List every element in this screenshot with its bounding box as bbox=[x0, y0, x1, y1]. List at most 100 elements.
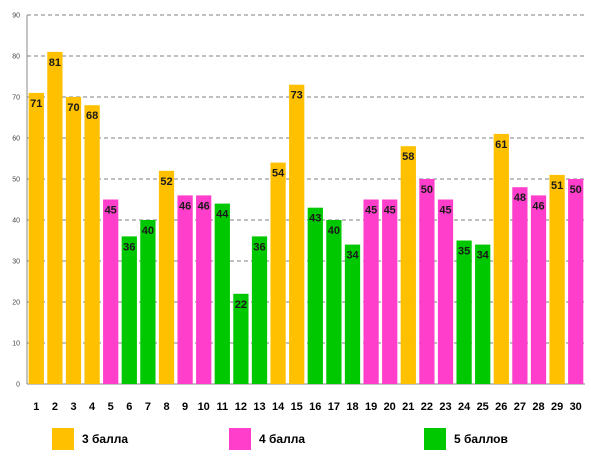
bar bbox=[177, 195, 193, 384]
data-label: 36 bbox=[253, 241, 265, 253]
x-tick-label: 15 bbox=[291, 401, 303, 413]
data-label: 45 bbox=[365, 205, 377, 217]
x-tick-label: 28 bbox=[532, 401, 544, 413]
x-tick-label: 16 bbox=[309, 401, 321, 413]
y-tick-label: 60 bbox=[12, 136, 20, 143]
bar bbox=[140, 220, 156, 384]
x-tick-label: 6 bbox=[126, 401, 132, 413]
x-tick-label: 18 bbox=[346, 401, 358, 413]
bar-chart: 0102030405060708090711812703684455366407… bbox=[12, 13, 585, 413]
x-tick-label: 1 bbox=[33, 401, 39, 413]
data-label: 34 bbox=[477, 250, 490, 262]
bar bbox=[456, 240, 472, 384]
data-label: 50 bbox=[570, 184, 582, 196]
data-label: 34 bbox=[346, 250, 359, 262]
data-label: 48 bbox=[514, 192, 526, 204]
x-tick-label: 3 bbox=[70, 401, 76, 413]
bar bbox=[344, 244, 361, 384]
x-tick-label: 10 bbox=[198, 401, 210, 413]
bar bbox=[530, 195, 547, 384]
data-label: 43 bbox=[309, 213, 321, 225]
x-tick-label: 22 bbox=[421, 401, 433, 413]
y-tick-label: 90 bbox=[12, 13, 20, 20]
x-tick-label: 30 bbox=[570, 401, 582, 413]
legend-item-3-balla: 3 балла bbox=[52, 427, 128, 451]
bar bbox=[493, 133, 509, 384]
data-label: 51 bbox=[551, 180, 563, 192]
data-label: 45 bbox=[105, 205, 117, 217]
x-tick-label: 9 bbox=[182, 401, 188, 413]
bar bbox=[475, 244, 491, 384]
y-tick-label: 40 bbox=[12, 218, 20, 225]
data-label: 35 bbox=[458, 246, 470, 258]
x-tick-label: 17 bbox=[328, 401, 340, 413]
data-label: 54 bbox=[272, 168, 285, 180]
x-tick-label: 4 bbox=[89, 401, 96, 413]
legend-label-4-balla: 4 балла bbox=[259, 432, 306, 446]
data-label: 46 bbox=[532, 200, 544, 212]
legend-item-5-ballov: 5 баллов bbox=[424, 427, 508, 451]
y-tick-label: 50 bbox=[12, 177, 20, 184]
bar bbox=[549, 174, 565, 384]
bar bbox=[103, 199, 119, 384]
bar bbox=[158, 170, 175, 384]
bar bbox=[419, 179, 435, 384]
x-tick-label: 5 bbox=[108, 401, 114, 413]
bar bbox=[214, 203, 230, 384]
y-tick-label: 20 bbox=[12, 300, 20, 307]
data-label: 52 bbox=[160, 176, 172, 188]
x-tick-label: 14 bbox=[272, 401, 285, 413]
x-tick-label: 24 bbox=[458, 401, 471, 413]
data-label: 46 bbox=[179, 200, 191, 212]
legend-swatch-5-ballov bbox=[424, 428, 446, 450]
x-tick-label: 8 bbox=[163, 401, 169, 413]
data-label: 45 bbox=[384, 205, 396, 217]
y-tick-label: 80 bbox=[12, 54, 20, 61]
bar bbox=[326, 220, 342, 384]
data-label: 71 bbox=[30, 98, 42, 110]
data-label: 58 bbox=[402, 151, 414, 163]
x-tick-label: 2 bbox=[52, 401, 58, 413]
data-label: 70 bbox=[67, 102, 79, 114]
x-tick-label: 21 bbox=[402, 401, 414, 413]
bar bbox=[437, 199, 454, 384]
data-label: 44 bbox=[216, 209, 229, 221]
data-label: 40 bbox=[328, 225, 340, 237]
x-tick-label: 12 bbox=[235, 401, 247, 413]
data-label: 81 bbox=[49, 57, 61, 69]
data-label: 68 bbox=[86, 110, 98, 122]
bar bbox=[363, 199, 379, 384]
y-tick-label: 0 bbox=[16, 382, 20, 389]
data-label: 36 bbox=[123, 241, 135, 253]
data-label: 46 bbox=[198, 200, 210, 212]
bar bbox=[512, 187, 528, 384]
bar bbox=[382, 199, 398, 384]
legend-item-4-balla: 4 балла bbox=[229, 427, 305, 451]
x-tick-label: 23 bbox=[439, 401, 451, 413]
legend-label-5-ballov: 5 баллов bbox=[454, 432, 508, 446]
x-tick-label: 7 bbox=[145, 401, 151, 413]
data-label: 22 bbox=[235, 299, 247, 311]
x-tick-label: 29 bbox=[551, 401, 563, 413]
bar bbox=[121, 236, 137, 384]
data-label: 40 bbox=[142, 225, 154, 237]
y-tick-label: 70 bbox=[12, 95, 20, 102]
legend-label-3-balla: 3 балла bbox=[82, 432, 129, 446]
bar bbox=[400, 146, 416, 384]
y-tick-label: 30 bbox=[12, 259, 20, 266]
legend-swatch-4-balla bbox=[229, 428, 251, 450]
data-label: 45 bbox=[439, 205, 451, 217]
x-tick-label: 13 bbox=[253, 401, 265, 413]
data-label: 61 bbox=[495, 139, 507, 151]
bar bbox=[270, 162, 286, 384]
bar bbox=[65, 97, 82, 384]
x-tick-label: 25 bbox=[477, 401, 489, 413]
bar bbox=[568, 179, 584, 384]
bar bbox=[233, 293, 249, 384]
x-tick-label: 20 bbox=[384, 401, 396, 413]
data-label: 50 bbox=[421, 184, 433, 196]
legend-swatch-3-balla bbox=[52, 428, 74, 450]
bar bbox=[307, 207, 323, 384]
bar bbox=[289, 84, 305, 384]
bar bbox=[47, 51, 63, 385]
